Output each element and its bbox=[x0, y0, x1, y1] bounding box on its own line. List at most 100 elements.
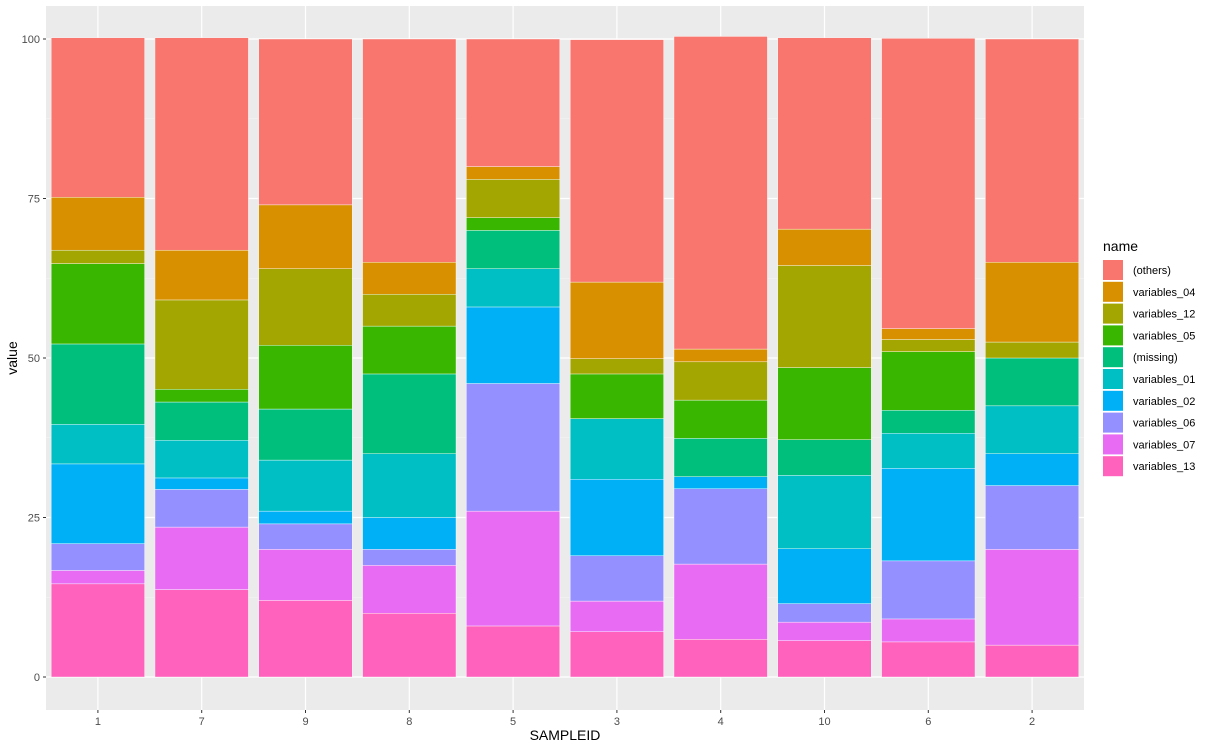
bar-segment bbox=[154, 589, 249, 678]
bar-segment bbox=[881, 433, 976, 469]
bar-segment bbox=[50, 197, 145, 251]
bar-segment bbox=[777, 439, 872, 476]
legend-key bbox=[1103, 260, 1123, 280]
bar-segment bbox=[569, 39, 664, 283]
legend: name (others) variables_04 variables_12var… bbox=[1103, 238, 1195, 477]
bar-segment bbox=[673, 639, 768, 678]
x-axis-title: SAMPLEID bbox=[530, 727, 601, 743]
bar-segment bbox=[50, 343, 145, 425]
legend-key bbox=[1103, 456, 1123, 477]
bar-segment bbox=[258, 38, 353, 206]
x-tick-label: 3 bbox=[614, 716, 620, 728]
bar-segment bbox=[777, 367, 872, 440]
bars bbox=[50, 36, 1080, 678]
bar-segment bbox=[50, 37, 145, 198]
legend-key bbox=[1103, 281, 1123, 302]
bar-segment bbox=[881, 560, 976, 620]
bar-segment bbox=[985, 485, 1080, 550]
bar-segment bbox=[881, 468, 976, 562]
legend-label: variables_07 bbox=[1133, 439, 1195, 451]
bar-segment bbox=[466, 230, 561, 269]
legend-key bbox=[1103, 303, 1123, 324]
y-axis: 0 25 50 75 100 bbox=[22, 34, 46, 684]
bar-segment bbox=[881, 38, 976, 329]
legend-key bbox=[1103, 434, 1123, 455]
bar-segment bbox=[154, 389, 249, 403]
legend-label: variables_01 bbox=[1133, 374, 1195, 386]
bar-segment bbox=[154, 440, 249, 479]
bar-segment bbox=[569, 281, 664, 359]
bar-segment bbox=[466, 268, 561, 308]
bar-segment bbox=[569, 555, 664, 602]
bar-segment bbox=[673, 36, 768, 350]
x-axis: 1 7 9 8 5 3 4 10 6 2 bbox=[95, 710, 1035, 728]
bar-segment bbox=[777, 475, 872, 549]
bar-segment bbox=[466, 217, 561, 231]
bar-segment bbox=[50, 263, 145, 345]
x-tick-label: 9 bbox=[302, 716, 308, 728]
bar-segment bbox=[985, 341, 1080, 359]
bar-segment bbox=[50, 463, 145, 544]
bar-segment bbox=[154, 401, 249, 441]
bar-segment bbox=[154, 37, 249, 251]
bar-segment bbox=[881, 328, 976, 340]
x-tick-label: 1 bbox=[95, 716, 101, 728]
bar-segment bbox=[362, 262, 457, 295]
bar-segment bbox=[362, 294, 457, 327]
bar-segment bbox=[258, 549, 353, 601]
bar-segment bbox=[985, 453, 1080, 486]
bar-segment bbox=[50, 583, 145, 678]
legend-key bbox=[1103, 325, 1123, 346]
bar-segment bbox=[673, 488, 768, 565]
bar-segment bbox=[258, 204, 353, 269]
bar-segment bbox=[777, 621, 872, 641]
bar-segment bbox=[985, 262, 1080, 343]
bar-segment bbox=[673, 563, 768, 640]
bar-segment bbox=[258, 600, 353, 678]
bar-segment bbox=[881, 410, 976, 434]
x-tick-label: 6 bbox=[925, 716, 931, 728]
bar-segment bbox=[466, 510, 561, 627]
bar-segment bbox=[466, 625, 561, 678]
bar-segment bbox=[466, 179, 561, 218]
bar-segment bbox=[154, 526, 249, 590]
bar-segment bbox=[985, 549, 1080, 646]
legend-label: variables_04 bbox=[1133, 287, 1195, 299]
bar-segment bbox=[985, 357, 1080, 407]
legend-label: variables_12 bbox=[1133, 309, 1195, 321]
y-tick-label: 25 bbox=[28, 513, 40, 525]
legend-label: variables_05 bbox=[1133, 330, 1195, 342]
bar-segment bbox=[50, 249, 145, 264]
bar-segment bbox=[154, 299, 249, 390]
legend-label: variables_02 bbox=[1133, 396, 1195, 408]
bar-segment bbox=[777, 548, 872, 604]
y-tick-label: 50 bbox=[28, 353, 40, 365]
bar-segment bbox=[569, 418, 664, 480]
bar-segment bbox=[362, 565, 457, 614]
bar-segment bbox=[673, 361, 768, 401]
legend-title: name bbox=[1103, 238, 1138, 254]
bar-segment bbox=[985, 38, 1080, 263]
bar-segment bbox=[985, 644, 1080, 678]
legend-label: variables_13 bbox=[1133, 461, 1195, 473]
bar-segment bbox=[362, 453, 457, 518]
bar-segment bbox=[673, 438, 768, 477]
y-axis-title: value bbox=[4, 341, 20, 375]
bar-segment bbox=[362, 38, 457, 263]
bar-segment bbox=[258, 345, 353, 410]
bar-segment bbox=[50, 424, 145, 465]
bar-segment bbox=[362, 325, 457, 375]
x-tick-label: 4 bbox=[718, 716, 724, 728]
bar-segment bbox=[673, 348, 768, 363]
legend-label: (others) bbox=[1133, 265, 1171, 277]
bar-segment bbox=[569, 358, 664, 375]
bar-segment bbox=[258, 268, 353, 346]
bar-segment bbox=[777, 603, 872, 623]
bar-segment bbox=[881, 339, 976, 352]
y-tick-label: 0 bbox=[34, 672, 40, 684]
bar-segment bbox=[569, 631, 664, 678]
bar-segment bbox=[154, 477, 249, 490]
bar-segment bbox=[258, 459, 353, 512]
legend-label: (missing) bbox=[1133, 352, 1178, 364]
x-tick-label: 8 bbox=[406, 716, 412, 728]
